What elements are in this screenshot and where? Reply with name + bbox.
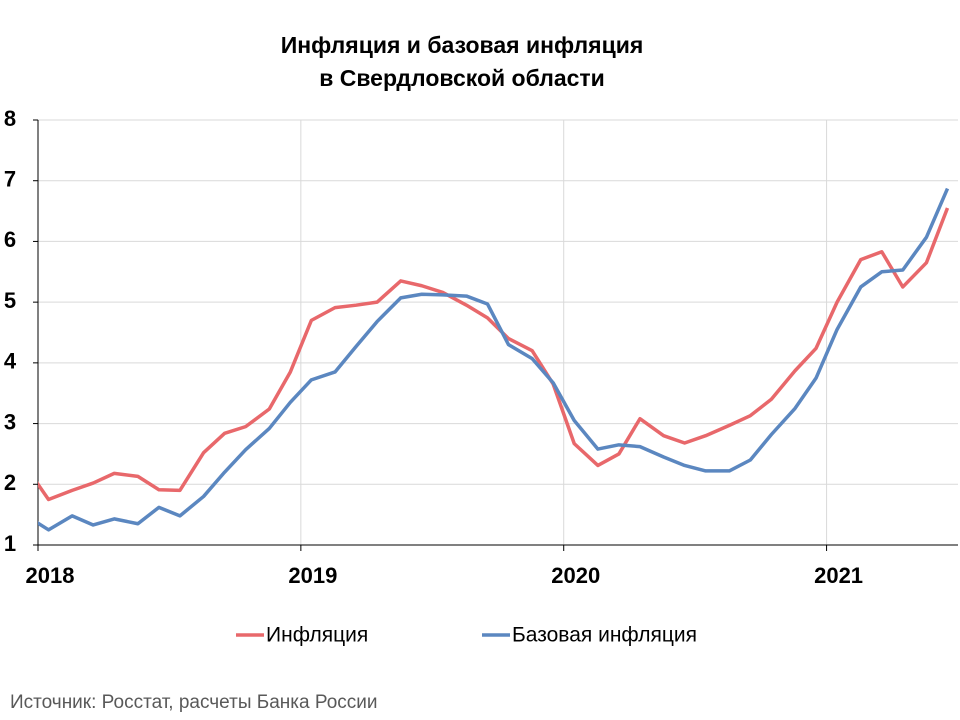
y-tick-label: 3 bbox=[4, 409, 16, 434]
chart-title: Инфляция и базовая инфляция bbox=[281, 32, 644, 58]
series-line bbox=[38, 187, 950, 532]
x-tick-label: 2021 bbox=[814, 563, 863, 588]
y-tick-label: 7 bbox=[4, 167, 16, 192]
x-tick-label: 2019 bbox=[288, 563, 337, 588]
source-note: Источник: Росстат, расчеты Банка России bbox=[10, 692, 378, 713]
legend-label: Базовая инфляция bbox=[512, 624, 697, 647]
y-tick-label: 6 bbox=[4, 227, 16, 252]
chart-title: в Свердловской области bbox=[319, 65, 605, 91]
legend-label: Инфляция bbox=[266, 624, 368, 647]
x-tick-label: 2018 bbox=[26, 563, 75, 588]
y-tick-label: 8 bbox=[4, 106, 16, 131]
series-line bbox=[38, 207, 950, 502]
x-tick-label: 2020 bbox=[551, 563, 600, 588]
y-tick-label: 4 bbox=[4, 349, 17, 374]
y-tick-label: 5 bbox=[4, 288, 16, 313]
plot-area bbox=[38, 187, 950, 532]
y-tick-label: 1 bbox=[4, 531, 16, 556]
y-tick-label: 2 bbox=[4, 470, 16, 495]
